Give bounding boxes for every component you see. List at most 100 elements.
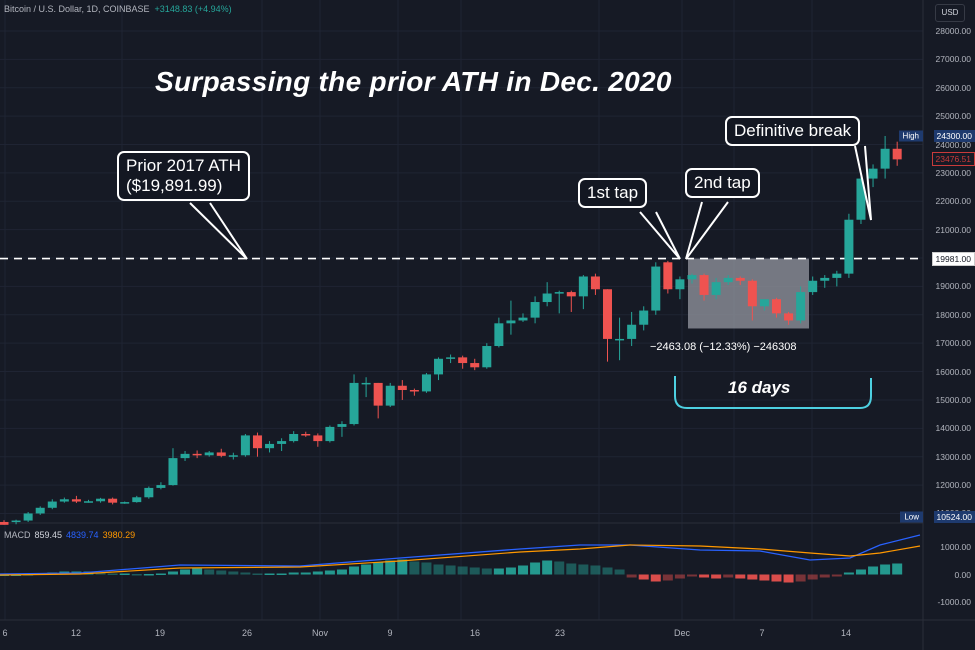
definitive-break-pointer bbox=[854, 145, 872, 221]
macd-histogram-bar bbox=[143, 574, 154, 576]
candle-body bbox=[446, 357, 456, 359]
price-tick: 23000.00 bbox=[935, 167, 971, 178]
candle-body bbox=[506, 320, 516, 324]
macd-histogram-bar bbox=[336, 569, 347, 575]
candle-body bbox=[759, 299, 769, 307]
macd-histogram-bar bbox=[711, 574, 722, 579]
macd-histogram-bar bbox=[590, 565, 601, 575]
time-axis[interactable]: 6 12 19 26 Nov 9 16 23 Dec 7 14 bbox=[0, 622, 923, 650]
candle-body bbox=[168, 458, 178, 486]
macd-signal-value: 3980.29 bbox=[102, 530, 136, 540]
candle-body bbox=[470, 363, 480, 368]
signal-line bbox=[0, 544, 921, 576]
candle-body bbox=[132, 497, 142, 503]
price-tick: 27000.00 bbox=[935, 54, 971, 65]
price-tick: 16000.00 bbox=[935, 366, 971, 377]
macd-histogram-bar bbox=[735, 574, 746, 579]
candle-body bbox=[192, 453, 202, 456]
macd-histogram-bar bbox=[843, 572, 854, 575]
callout-definitive-break: Definitive break bbox=[725, 116, 861, 146]
first-tap-pointer bbox=[639, 211, 681, 260]
macd-legend[interactable]: MACD 859.45 4839.74 3980.29 bbox=[4, 530, 135, 540]
price-change: +3148.83 (+4.94%) bbox=[154, 4, 232, 14]
macd-axis-tick: -1000.00 bbox=[937, 597, 971, 607]
macd-histogram-bar bbox=[686, 574, 697, 577]
time-tick: Nov bbox=[311, 628, 329, 638]
candle-body bbox=[675, 279, 685, 290]
candle-body bbox=[228, 455, 238, 457]
macd-histogram-bar bbox=[542, 560, 553, 575]
macd-axis-tick: 1000.00 bbox=[940, 542, 971, 552]
candle-body bbox=[784, 313, 794, 321]
candle-body bbox=[325, 426, 335, 442]
macd-histogram-bar bbox=[518, 565, 529, 575]
callout-prior-ath-line2: ($19,891.99) bbox=[126, 176, 223, 195]
time-tick: 19 bbox=[154, 628, 166, 638]
candle-body bbox=[385, 385, 395, 406]
symbol-title[interactable]: Bitcoin / U.S. Dollar, 1D, COINBASE bbox=[4, 4, 150, 14]
macd-histogram-bar bbox=[493, 568, 504, 575]
candle-body bbox=[482, 346, 492, 368]
candle-body bbox=[723, 277, 733, 283]
candle-body bbox=[349, 382, 359, 425]
second-tap-pointer bbox=[685, 201, 729, 260]
price-tick: 14000.00 bbox=[935, 423, 971, 434]
macd-histogram-bar bbox=[409, 561, 420, 575]
candle-body bbox=[252, 435, 262, 449]
candle-body bbox=[397, 385, 407, 391]
macd-histogram-bar bbox=[602, 567, 613, 575]
candle-body bbox=[96, 498, 106, 502]
candle-body bbox=[144, 487, 154, 498]
macd-histogram-bar bbox=[167, 571, 178, 575]
macd-histogram-bar bbox=[373, 562, 384, 575]
price-axis[interactable]: 28000.00 27000.00 26000.00 25000.00 24000.00… bbox=[898, 0, 975, 620]
candle-body bbox=[434, 358, 444, 375]
price-tick: 28000.00 bbox=[935, 26, 971, 36]
candle-body bbox=[373, 382, 383, 406]
time-tick: Dec bbox=[673, 628, 691, 638]
time-tick: 26 bbox=[241, 628, 253, 638]
macd-histogram-bar bbox=[421, 562, 432, 575]
price-tick: 21000.00 bbox=[935, 224, 971, 235]
macd-histogram-bar bbox=[276, 573, 287, 575]
candle-body bbox=[180, 453, 190, 459]
macd-histogram-bar bbox=[361, 564, 372, 575]
macd-histogram-bar bbox=[131, 574, 142, 576]
candle-body bbox=[808, 280, 818, 293]
callout-first-tap: 1st tap bbox=[578, 178, 648, 208]
macd-histogram-bar bbox=[155, 573, 166, 575]
candle-body bbox=[494, 323, 504, 347]
current-price-label: 23476.51 bbox=[931, 152, 975, 167]
candle-body bbox=[458, 357, 468, 364]
candle-body bbox=[301, 433, 311, 436]
candle-body bbox=[578, 276, 588, 297]
currency-button[interactable]: USD bbox=[935, 4, 965, 22]
macd-histogram-bar bbox=[626, 574, 637, 578]
macd-histogram-bar bbox=[699, 574, 710, 578]
macd-histogram-bar bbox=[204, 569, 215, 575]
macd-histogram-bar bbox=[397, 559, 408, 575]
candle-body bbox=[530, 302, 540, 318]
candle-body bbox=[204, 452, 214, 456]
candle-body bbox=[59, 499, 69, 502]
macd-histogram-bar bbox=[723, 574, 734, 578]
candle-body bbox=[11, 520, 21, 523]
macd-histogram-bar bbox=[530, 562, 541, 575]
macd-histogram-bar bbox=[747, 574, 758, 580]
macd-histogram-bar bbox=[638, 574, 649, 580]
time-tick: 6 bbox=[2, 628, 8, 638]
macd-histogram-bar bbox=[180, 569, 191, 575]
candle-body bbox=[832, 273, 842, 278]
price-tick: 18000.00 bbox=[935, 309, 971, 320]
time-tick: 12 bbox=[70, 628, 82, 638]
candle-body bbox=[566, 292, 576, 297]
candle-body bbox=[35, 507, 45, 514]
macd-label: MACD bbox=[4, 530, 31, 540]
candle-body bbox=[518, 317, 528, 321]
candle-body bbox=[687, 275, 697, 280]
candle-body bbox=[240, 435, 250, 456]
macd-histogram-bar bbox=[349, 566, 360, 575]
price-tick: 13000.00 bbox=[935, 451, 971, 462]
candle-body bbox=[627, 324, 637, 339]
